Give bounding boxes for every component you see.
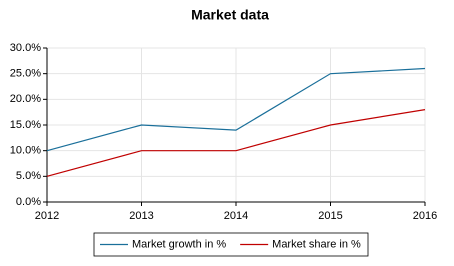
legend-label: Market growth in % bbox=[132, 238, 226, 250]
y-tick-label: 20.0% bbox=[10, 93, 41, 105]
legend-box bbox=[93, 232, 369, 257]
x-tick-label: 2013 bbox=[129, 210, 153, 222]
x-tick-label: 2012 bbox=[35, 210, 59, 222]
x-tick-label: 2015 bbox=[318, 210, 342, 222]
y-tick-label: 25.0% bbox=[10, 68, 41, 80]
series-line bbox=[46, 109, 426, 177]
legend-label: Market share in % bbox=[272, 238, 361, 250]
y-tick-label: 5.0% bbox=[16, 170, 41, 182]
y-tick-label: 10.0% bbox=[10, 145, 41, 157]
y-tick-label: 30.0% bbox=[10, 42, 41, 54]
y-tick-label: 15.0% bbox=[10, 119, 41, 131]
chart-title: Market data bbox=[191, 7, 269, 23]
series-line bbox=[46, 67, 426, 152]
x-tick-label: 2014 bbox=[224, 210, 248, 222]
x-tick-label: 2016 bbox=[413, 210, 437, 222]
y-tick-label: 0.0% bbox=[16, 196, 41, 208]
legend: Market growth in % Market share in % bbox=[93, 232, 369, 257]
